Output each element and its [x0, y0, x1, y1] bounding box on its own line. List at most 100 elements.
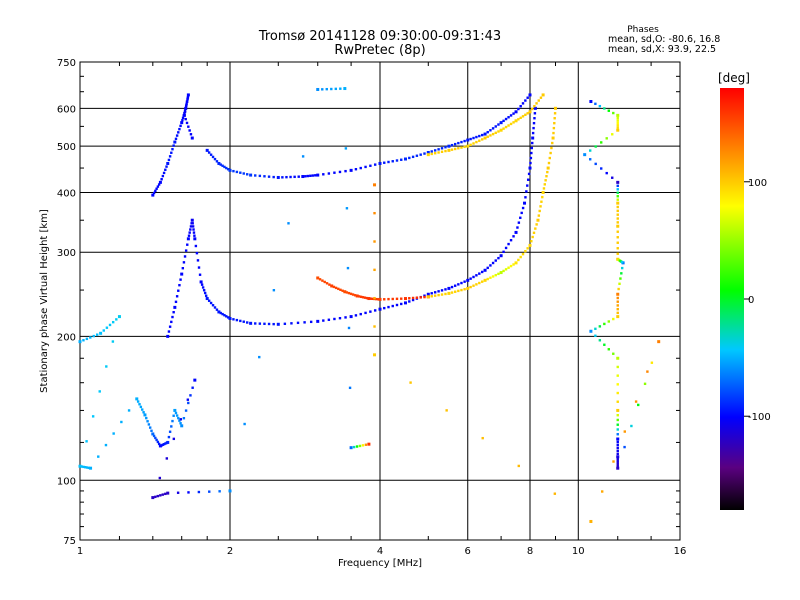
echo-point	[494, 131, 497, 135]
echo-point	[181, 267, 185, 270]
echo-point	[349, 446, 353, 450]
echo-point	[430, 152, 433, 156]
echo-point	[180, 272, 184, 276]
echo-point	[553, 121, 556, 125]
echo-point	[89, 336, 92, 339]
echo-point	[378, 161, 382, 165]
echo-point	[245, 173, 249, 176]
echo-point	[187, 401, 190, 405]
echo-point	[480, 138, 484, 141]
echo-point	[178, 419, 181, 422]
echo-point	[524, 113, 527, 117]
echo-point	[532, 231, 536, 235]
echo-point	[316, 87, 320, 91]
echo-point	[189, 133, 193, 136]
echo-point	[453, 284, 457, 287]
echo-point	[341, 289, 344, 292]
echo-point	[166, 440, 170, 444]
echo-point	[371, 297, 374, 301]
echo-point	[616, 383, 619, 386]
echo-point	[537, 214, 541, 217]
echo-point	[111, 340, 115, 343]
echo-point	[213, 306, 217, 309]
echo-point	[301, 175, 305, 179]
echo-point	[504, 125, 508, 129]
echo-point	[447, 148, 451, 152]
echo-point	[440, 293, 444, 296]
echo-point	[607, 109, 610, 112]
echo-point	[521, 252, 525, 256]
echo-point	[612, 317, 615, 321]
echo-point	[483, 132, 487, 136]
echo-point	[594, 162, 597, 166]
echo-point	[450, 291, 454, 294]
echo-point	[108, 323, 112, 327]
echo-point	[526, 184, 529, 187]
x-tick-label: 10	[572, 546, 585, 557]
echo-point	[349, 315, 353, 319]
echo-point	[112, 432, 115, 435]
echo-point	[161, 493, 164, 496]
echo-point	[304, 175, 307, 178]
echo-point	[296, 321, 300, 325]
echo-point	[403, 301, 407, 305]
echo-point	[533, 112, 537, 115]
echo-point	[175, 295, 179, 298]
echo-point	[182, 417, 186, 420]
echo-point	[616, 205, 619, 209]
echo-point	[540, 200, 543, 203]
echo-point	[173, 140, 177, 144]
echo-point	[226, 316, 230, 319]
echo-point	[411, 296, 415, 300]
echo-point	[551, 141, 554, 145]
echo-point	[218, 490, 221, 493]
echo-point	[553, 112, 557, 115]
echo-point	[192, 231, 196, 234]
echo-point	[186, 243, 189, 246]
echo-point	[183, 109, 187, 112]
echo-point	[616, 126, 619, 129]
echo-point	[415, 154, 419, 157]
echo-point	[258, 355, 261, 359]
echo-point	[191, 225, 195, 228]
echo-point	[478, 272, 481, 275]
echo-point	[502, 127, 505, 130]
echo-point	[82, 339, 85, 342]
echo-point	[475, 135, 478, 139]
x-tick-label: 4	[377, 546, 383, 557]
echo-point	[339, 87, 342, 90]
echo-point	[391, 297, 394, 301]
echo-point	[345, 207, 349, 210]
echo-point	[267, 175, 271, 178]
echo-point	[383, 306, 386, 310]
echo-point	[249, 173, 253, 177]
echo-point	[469, 285, 472, 289]
echo-point	[235, 318, 239, 322]
echo-point	[489, 264, 492, 267]
echo-point	[89, 466, 93, 470]
echo-point	[504, 117, 508, 121]
grid-lines	[80, 62, 680, 540]
echo-point	[616, 465, 619, 468]
echo-point	[499, 128, 503, 132]
echo-point	[328, 283, 331, 286]
echo-point	[156, 185, 160, 188]
echo-point	[532, 126, 535, 130]
echo-point	[603, 343, 606, 346]
echo-point	[475, 274, 478, 277]
echo-point	[225, 315, 228, 318]
echo-point	[148, 426, 152, 429]
echo-point	[497, 256, 500, 260]
echo-point	[358, 444, 362, 448]
echo-point	[235, 170, 239, 174]
echo-point	[95, 333, 99, 336]
echo-point	[433, 152, 437, 155]
echo-point	[141, 408, 144, 411]
echo-point	[616, 463, 619, 466]
echo-point	[158, 444, 162, 448]
echo-point	[162, 171, 166, 175]
y-tick-label: 750	[57, 58, 76, 69]
echo-point	[154, 189, 157, 193]
echo-point	[179, 422, 182, 425]
echo-point	[378, 307, 382, 311]
